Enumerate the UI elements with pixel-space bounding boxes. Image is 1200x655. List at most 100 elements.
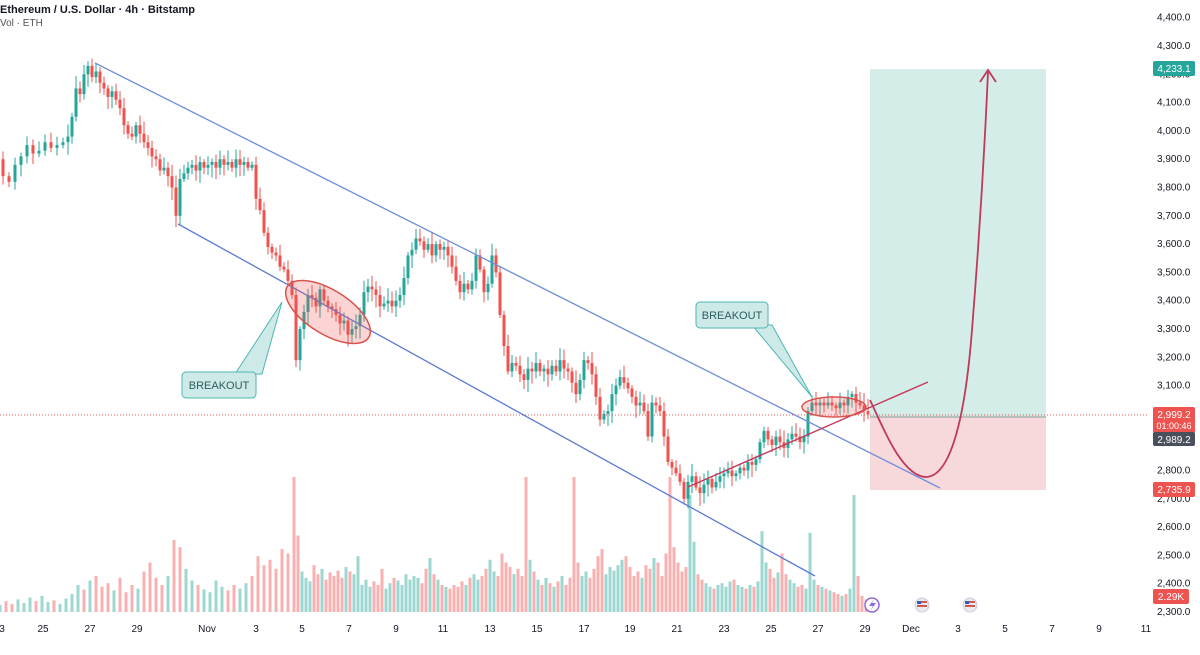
candle-body — [390, 300, 394, 307]
candle-body — [550, 365, 554, 375]
us-flag-event-icon-2[interactable] — [962, 597, 978, 613]
x-tick-label: 5 — [1002, 624, 1008, 635]
volume-indicator-label[interactable]: Vol · ETH — [0, 18, 43, 29]
candle-body — [170, 176, 174, 188]
volume-bar — [664, 553, 668, 612]
candle-body — [598, 396, 602, 420]
volume-bar — [712, 588, 716, 612]
breakout-callout-left[interactable]: BREAKOUT — [181, 301, 283, 399]
volume-bar — [620, 559, 624, 612]
candle-body — [722, 473, 726, 477]
volume-bar — [588, 577, 592, 612]
volume-bar — [94, 576, 98, 612]
volume-bar — [684, 567, 688, 612]
volume-bar — [440, 585, 444, 612]
candle-body — [130, 133, 134, 137]
candle-body — [494, 255, 498, 273]
price-axis[interactable]: 2,300.0 2,400.0 2,500.0 2,600.0 2,700.0 2,800… — [1157, 13, 1191, 618]
volume-bar — [804, 588, 808, 612]
volume-bar — [376, 585, 380, 612]
candle-body — [174, 187, 178, 216]
volume-bar — [416, 577, 420, 612]
candle-body — [454, 266, 458, 281]
candle-body — [78, 88, 82, 95]
volume-bar — [460, 581, 464, 612]
candle-body — [666, 436, 670, 463]
y-tick-label: 3,900.0 — [1157, 154, 1191, 165]
candle-body — [734, 473, 738, 477]
volume-bar — [608, 567, 612, 612]
volume-bar — [800, 585, 804, 612]
volume-bar — [532, 571, 536, 612]
symbol-title[interactable]: Ethereum / U.S. Dollar · 4h · Bitstamp — [0, 4, 195, 16]
candle-body — [502, 314, 506, 346]
lightning-event-icon[interactable] — [864, 597, 880, 613]
candle-body — [762, 430, 766, 443]
candle-body — [790, 433, 794, 440]
volume-bar — [716, 585, 720, 612]
volume-bar — [612, 570, 616, 612]
candle-body — [442, 246, 446, 250]
volume-bar — [528, 559, 532, 612]
candle-body — [794, 433, 798, 437]
candle-body — [43, 142, 47, 151]
volume-bar — [468, 577, 472, 612]
volume-bar — [508, 567, 512, 612]
volume-bar — [836, 594, 840, 612]
volume-bar — [480, 576, 484, 612]
candle-body — [498, 272, 502, 315]
candle-body — [434, 244, 438, 256]
volume-bar — [226, 590, 230, 612]
volume-bar — [52, 600, 56, 612]
volume-bar — [568, 577, 572, 612]
candle-body — [738, 467, 742, 474]
candle-body — [706, 478, 710, 485]
volume-bar — [332, 576, 336, 612]
time-axis[interactable]: 3 25 27 29 Nov 3 5 7 9 11 13 15 17 19 21 23 25 27 29 Dec 3 5 7… — [0, 624, 1152, 635]
volume-bar — [304, 577, 308, 612]
volume-bar — [456, 586, 460, 612]
candle-body — [1, 159, 5, 177]
y-tick-label: 2,500.0 — [1157, 550, 1191, 561]
us-flag-event-icon[interactable] — [914, 597, 930, 613]
candle-body — [630, 388, 634, 397]
candle-body — [582, 360, 586, 380]
candle-body — [318, 289, 322, 307]
candle-body — [486, 283, 490, 293]
x-tick-label: 9 — [1096, 624, 1102, 635]
breakout-callout-right[interactable]: BREAKOUT — [695, 301, 813, 398]
candle-body — [542, 368, 546, 372]
volume-bar — [772, 577, 776, 612]
y-tick-label: 4,300.0 — [1157, 41, 1191, 52]
candle-body — [430, 244, 434, 256]
candle-body — [49, 142, 53, 148]
volume-bar — [472, 574, 476, 612]
x-tick-label: Nov — [198, 624, 216, 635]
volume-bar — [536, 579, 540, 612]
volume-bar — [452, 585, 456, 612]
volume-bar — [768, 568, 772, 612]
candle-body — [626, 382, 630, 389]
x-tick-label: 9 — [393, 624, 399, 635]
volume-bar — [840, 595, 844, 612]
candle-body — [590, 362, 594, 375]
candle-body — [682, 481, 686, 499]
candle-body — [726, 470, 730, 474]
candle-body — [814, 402, 818, 406]
volume-bar — [500, 553, 504, 612]
candle-body — [394, 300, 398, 307]
candle-body — [150, 147, 154, 157]
volume-bar — [492, 571, 496, 612]
x-tick-label: 17 — [578, 624, 590, 635]
candle-body — [25, 145, 29, 157]
candle-body — [458, 280, 462, 293]
candle-body — [546, 368, 550, 375]
candle-body — [250, 164, 254, 168]
volume-bar — [308, 581, 312, 612]
volume-bar — [88, 580, 92, 612]
volume-bar — [262, 565, 266, 612]
volume-bar — [58, 603, 62, 612]
volume-bar — [632, 576, 636, 612]
